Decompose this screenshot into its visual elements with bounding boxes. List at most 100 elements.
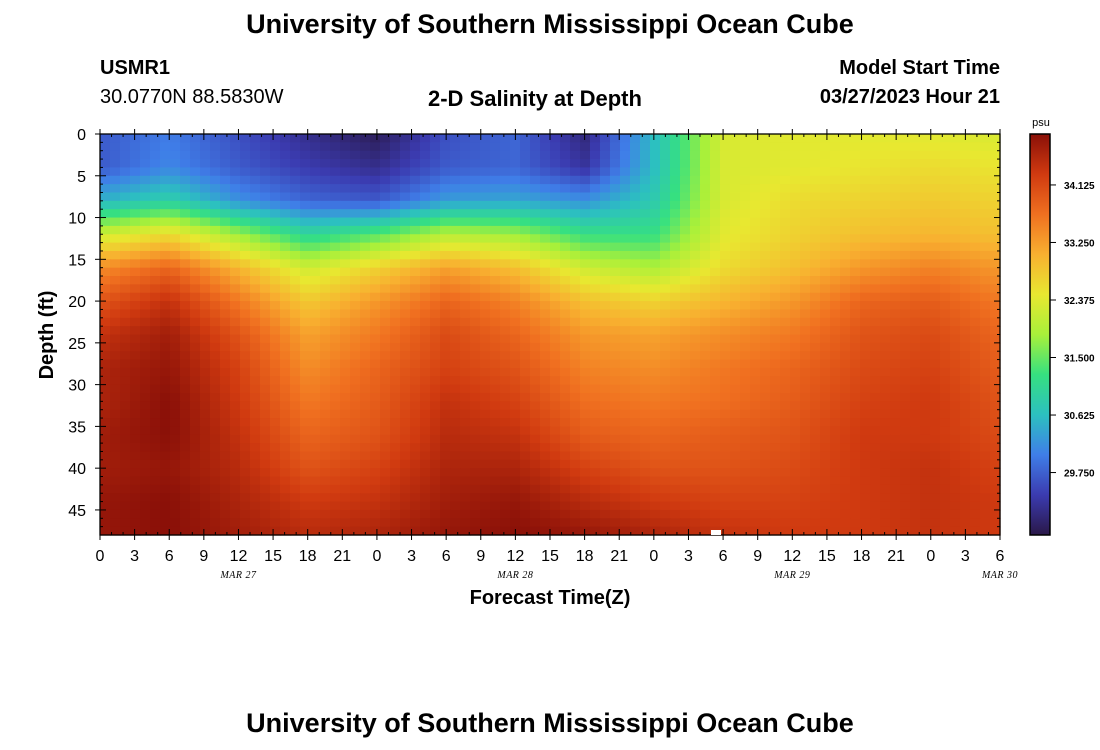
heatmap-cell bbox=[450, 468, 461, 478]
heatmap-cell bbox=[790, 468, 801, 478]
heatmap-cell bbox=[920, 334, 931, 344]
heatmap-cell bbox=[180, 134, 191, 143]
heatmap-cell bbox=[550, 409, 561, 419]
heatmap-cell bbox=[430, 334, 441, 344]
heatmap-cell bbox=[910, 484, 921, 494]
heatmap-cell bbox=[420, 434, 431, 444]
heatmap-cell bbox=[200, 284, 211, 294]
x-tick-label: 9 bbox=[753, 548, 762, 565]
heatmap-cell bbox=[440, 175, 451, 185]
heatmap-cell bbox=[620, 526, 631, 536]
heatmap-cell bbox=[710, 276, 721, 285]
heatmap-cell bbox=[560, 434, 571, 444]
heatmap-cell bbox=[450, 209, 461, 219]
heatmap-cell bbox=[560, 150, 571, 160]
heatmap-cell bbox=[920, 217, 931, 227]
heatmap-cell bbox=[320, 351, 331, 361]
heatmap-cell bbox=[370, 501, 381, 511]
heatmap-cell bbox=[850, 451, 861, 461]
heatmap-cell bbox=[870, 184, 881, 194]
heatmap-cell bbox=[360, 518, 371, 528]
heatmap-cell bbox=[330, 359, 341, 369]
heatmap-cell bbox=[140, 384, 151, 394]
heatmap-cell bbox=[580, 175, 591, 185]
heatmap-cell bbox=[420, 342, 431, 352]
heatmap-cell bbox=[110, 501, 121, 511]
heatmap-cell bbox=[830, 459, 841, 469]
heatmap-cell bbox=[120, 209, 131, 219]
heatmap-cell bbox=[850, 234, 861, 244]
heatmap-cell bbox=[660, 142, 671, 152]
heatmap-cell bbox=[140, 493, 151, 503]
heatmap-cell bbox=[250, 192, 261, 202]
heatmap-cell bbox=[920, 526, 931, 536]
heatmap-cell bbox=[780, 342, 791, 352]
heatmap-cell bbox=[520, 167, 531, 177]
heatmap-cell bbox=[520, 426, 531, 436]
heatmap-cell bbox=[360, 409, 371, 419]
heatmap-cell bbox=[770, 217, 781, 227]
y-tick-label: 0 bbox=[77, 127, 86, 144]
heatmap-cell bbox=[580, 451, 591, 461]
heatmap-cell bbox=[530, 392, 541, 402]
heatmap-cell bbox=[410, 217, 421, 227]
x-tick-label: 3 bbox=[684, 548, 693, 565]
heatmap-cell bbox=[610, 142, 621, 152]
heatmap-cell bbox=[260, 401, 271, 411]
heatmap-cell bbox=[360, 301, 371, 311]
heatmap-cell bbox=[860, 192, 871, 202]
heatmap-cell bbox=[980, 200, 991, 210]
heatmap-cell bbox=[560, 167, 571, 177]
heatmap-cell bbox=[140, 301, 151, 311]
heatmap-cell bbox=[240, 167, 251, 177]
heatmap-cell bbox=[790, 225, 801, 235]
heatmap-cell bbox=[360, 200, 371, 210]
heatmap-cell bbox=[120, 484, 131, 494]
heatmap-cell bbox=[200, 217, 211, 227]
heatmap-cell bbox=[610, 301, 621, 311]
heatmap-cell bbox=[680, 267, 691, 277]
heatmap-cell bbox=[480, 259, 491, 269]
heatmap-cell bbox=[610, 426, 621, 436]
heatmap-cell bbox=[540, 376, 551, 386]
heatmap-cell bbox=[340, 501, 351, 511]
heatmap-cell bbox=[270, 301, 281, 311]
heatmap-cell bbox=[640, 301, 651, 311]
heatmap-cell bbox=[120, 426, 131, 436]
heatmap-cell bbox=[300, 392, 311, 402]
heatmap-cell bbox=[590, 434, 601, 444]
heatmap-cell bbox=[300, 384, 311, 394]
heatmap-cell bbox=[680, 518, 691, 528]
heatmap-cell bbox=[220, 493, 231, 503]
heatmap-cell bbox=[760, 367, 771, 377]
heatmap-cell bbox=[370, 518, 381, 528]
heatmap-cell bbox=[570, 501, 581, 511]
heatmap-cell bbox=[330, 401, 341, 411]
heatmap-cell bbox=[530, 326, 541, 336]
heatmap-cell bbox=[690, 200, 701, 210]
heatmap-cell bbox=[870, 134, 881, 143]
heatmap-cell bbox=[910, 301, 921, 311]
heatmap-cell bbox=[600, 392, 611, 402]
heatmap-cell bbox=[520, 200, 531, 210]
heatmap-cell bbox=[580, 267, 591, 277]
heatmap-cell bbox=[230, 359, 241, 369]
heatmap-cell bbox=[430, 184, 441, 194]
heatmap-cell bbox=[700, 292, 711, 302]
heatmap-cell bbox=[520, 434, 531, 444]
heatmap-cell bbox=[550, 234, 561, 244]
heatmap-cell bbox=[150, 367, 161, 377]
heatmap-cell bbox=[520, 418, 531, 427]
heatmap-cell bbox=[120, 401, 131, 411]
heatmap-cell bbox=[800, 476, 811, 486]
heatmap-cell bbox=[860, 292, 871, 302]
heatmap-cell bbox=[890, 426, 901, 436]
heatmap-cell bbox=[210, 309, 221, 319]
heatmap-cell bbox=[870, 384, 881, 394]
heatmap-cell bbox=[320, 175, 331, 185]
heatmap-cell bbox=[530, 509, 541, 519]
heatmap-cell bbox=[850, 526, 861, 536]
heatmap-cell bbox=[660, 392, 671, 402]
heatmap-cell bbox=[550, 259, 561, 269]
heatmap-cell bbox=[500, 242, 511, 252]
